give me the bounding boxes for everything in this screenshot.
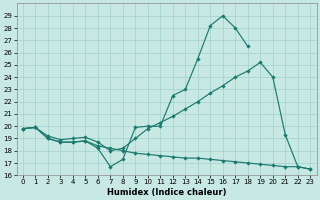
X-axis label: Humidex (Indice chaleur): Humidex (Indice chaleur) xyxy=(107,188,226,197)
